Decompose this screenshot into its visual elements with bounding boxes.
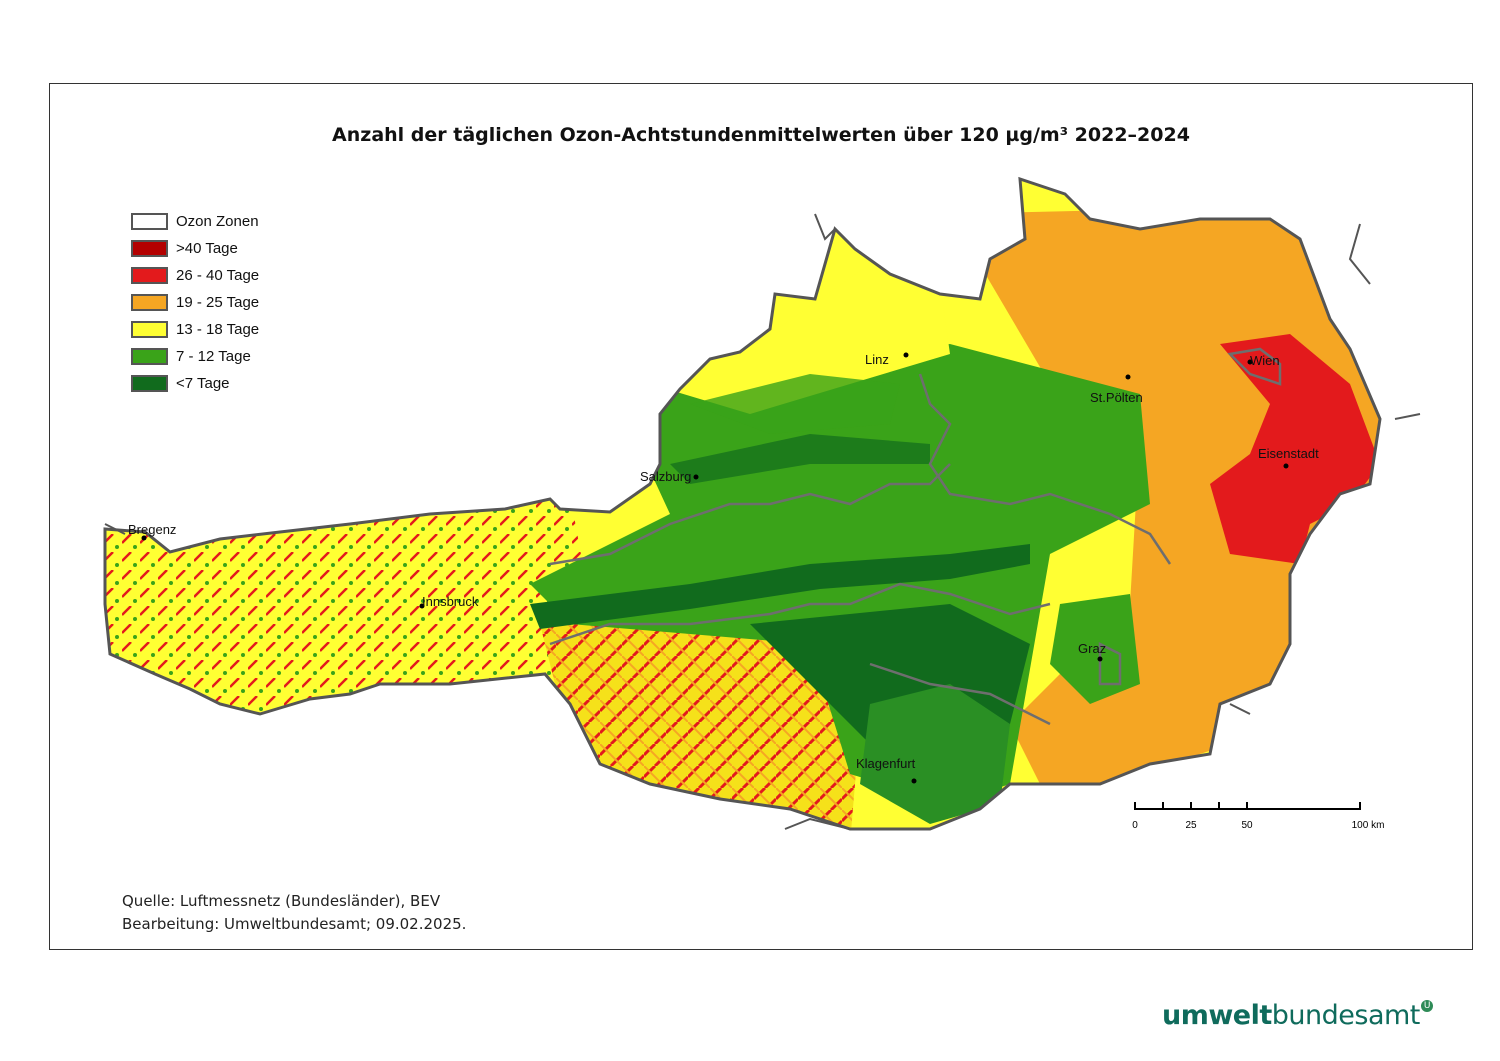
legend-swatch (131, 213, 168, 230)
logo-bold-text: umwelt (1162, 1000, 1272, 1031)
legend-label: 26 - 40 Tage (176, 267, 260, 284)
legend-swatch (131, 267, 168, 284)
city-label-wien: Wien (1250, 353, 1280, 368)
neighbour-lines (104, 213, 1421, 830)
city-label-klagenfurt: Klagenfurt (856, 756, 916, 771)
logo-mark-icon: U (1420, 1000, 1433, 1012)
austria-map: Bregenz Innsbruck Salzburg Linz St.Pölte… (103, 177, 1421, 831)
scale-tick (1359, 802, 1361, 810)
scale-bar: 0 25 50 100 km (1130, 800, 1384, 840)
legend-swatch (131, 321, 168, 338)
city-label-st-poelten: St.Pölten (1090, 390, 1143, 405)
source-line: Quelle: Luftmessnetz (Bundesländer), BEV (122, 892, 441, 910)
scale-tick (1218, 802, 1220, 810)
legend-label: <7 Tage (176, 375, 230, 392)
city-markers: Bregenz Innsbruck Salzburg Linz St.Pölte… (128, 352, 1319, 784)
city-label-linz: Linz (865, 352, 889, 367)
legend-swatch (131, 240, 168, 257)
legend-label: Ozon Zonen (176, 213, 259, 230)
city-label-innsbruck: Innsbruck (422, 594, 479, 609)
legend-label: 7 - 12 Tage (176, 348, 251, 365)
legend-item-7-12: 7 - 12 Tage (131, 343, 259, 370)
city-label-graz: Graz (1078, 641, 1106, 656)
legend-item-ozon-zonen: Ozon Zonen (131, 208, 259, 235)
scale-label: 0 (1132, 820, 1138, 831)
legend-item-13-18: 13 - 18 Tage (131, 316, 259, 343)
city-label-eisenstadt: Eisenstadt (1258, 446, 1319, 461)
legend-swatch (131, 348, 168, 365)
zone-borders (549, 347, 1282, 726)
legend-label: 13 - 18 Tage (176, 321, 260, 338)
map-frame: Anzahl der täglichen Ozon-Achtstundenmit… (49, 83, 1473, 950)
scale-label: 50 (1241, 820, 1253, 831)
legend-item-19-25: 19 - 25 Tage (131, 289, 259, 316)
city-label-bregenz: Bregenz (128, 522, 176, 537)
scale-label: 100 km (1351, 820, 1385, 831)
legend-label: >40 Tage (176, 240, 238, 257)
legend: Ozon Zonen >40 Tage 26 - 40 Tage 19 - 25… (131, 208, 259, 397)
scale-label: 25 (1185, 820, 1197, 831)
legend-swatch (131, 294, 168, 311)
umweltbundesamt-logo: umweltbundesamt U (1162, 1000, 1433, 1031)
legend-label: 19 - 25 Tage (176, 294, 260, 311)
legend-swatch (131, 375, 168, 392)
scale-tick (1162, 802, 1164, 810)
legend-item-over-40: >40 Tage (131, 235, 259, 262)
map-title: Anzahl der täglichen Ozon-Achtstundenmit… (332, 124, 1190, 146)
scale-tick (1134, 802, 1136, 810)
legend-item-26-40: 26 - 40 Tage (131, 262, 259, 289)
scale-tick (1190, 802, 1192, 810)
scale-tick (1246, 802, 1248, 810)
source-note: Quelle: Luftmessnetz (Bundesländer), BEV… (122, 890, 466, 936)
city-label-salzburg: Salzburg (640, 469, 691, 484)
legend-item-under-7: <7 Tage (131, 370, 259, 397)
processing-line: Bearbeitung: Umweltbundesamt; 09.02.2025… (122, 915, 467, 933)
logo-text: bundesamt (1271, 1000, 1421, 1031)
